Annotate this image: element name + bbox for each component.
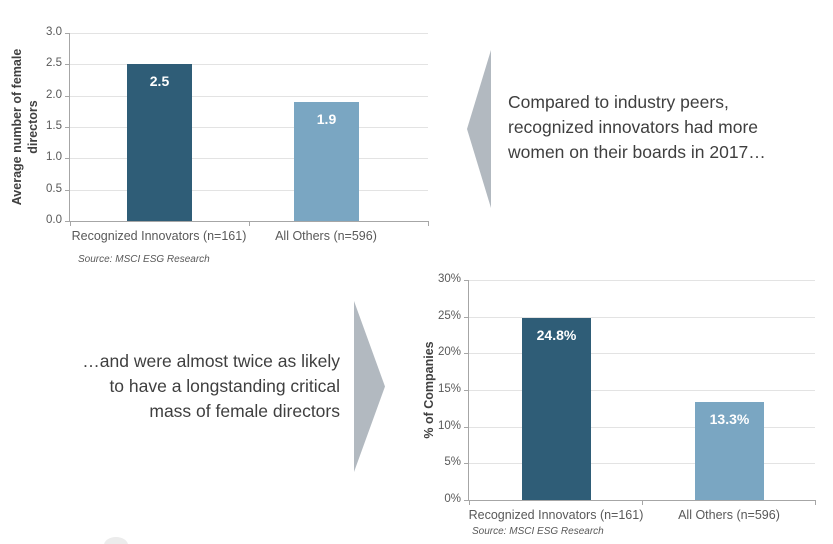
annotation-top-line2: recognized innovators had more	[508, 117, 759, 137]
y-tick-mark	[65, 221, 70, 222]
y-tick-mark	[464, 280, 469, 281]
y-tick-label: 2.0	[46, 89, 62, 101]
gridline	[469, 390, 815, 391]
bar: 13.3%	[695, 402, 764, 500]
y-tick-mark	[65, 127, 70, 128]
y-tick-mark	[464, 427, 469, 428]
y-tick-mark	[464, 353, 469, 354]
arrow-left-icon	[467, 50, 491, 208]
gridline	[70, 64, 428, 65]
y-tick-label: 2.5	[46, 57, 62, 69]
y-tick-mark	[65, 96, 70, 97]
y-tick-label: 25%	[437, 310, 461, 322]
annotation-top-line3: women on their boards in 2017…	[508, 142, 766, 162]
y-tick-mark	[464, 390, 469, 391]
chart2-plot-area: 30% 25% 20% 15% 10% 5% 0% 24.8% Recognized Innov…	[438, 273, 816, 522]
chart1-y-axis-title: Average number of female directors	[10, 48, 40, 206]
bar-value-label: 2.5	[149, 73, 170, 89]
bar: 2.5	[127, 64, 192, 221]
arrow-right-icon	[354, 301, 385, 472]
x-tick-mark	[249, 221, 250, 226]
gridline	[469, 353, 815, 354]
gridline	[469, 463, 815, 464]
annotation-top-line1: Compared to industry peers,	[508, 92, 729, 112]
bar-value-label: 24.8%	[536, 327, 577, 343]
gridline	[70, 190, 428, 191]
gridline	[70, 96, 428, 97]
x-tick-mark	[469, 500, 470, 505]
gridline	[469, 427, 815, 428]
gridline	[469, 280, 815, 281]
x-tick-mark	[642, 500, 643, 505]
y-tick-mark	[464, 317, 469, 318]
x-category-label: All Others (n=596)	[678, 508, 780, 522]
bar-value-label: 13.3%	[709, 411, 750, 427]
annotation-bottom-line2: to have a longstanding critical	[109, 376, 340, 396]
y-tick-label: 3.0	[46, 26, 62, 38]
gridline	[70, 33, 428, 34]
x-category-label: Recognized Innovators (n=161)	[468, 508, 644, 522]
y-tick-label: 20%	[437, 346, 461, 358]
x-category-label: All Others (n=596)	[275, 229, 377, 243]
annotation-bottom-line1: …and were almost twice as likely	[82, 351, 340, 371]
y-tick-mark	[65, 158, 70, 159]
gridline	[469, 317, 815, 318]
y-tick-mark	[65, 33, 70, 34]
y-tick-label: 0%	[444, 493, 461, 505]
x-tick-mark	[428, 221, 429, 226]
chart2-source-note: Source: MSCI ESG Research	[472, 526, 604, 537]
bar: 1.9	[294, 102, 359, 221]
y-tick-label: 0.5	[46, 183, 62, 195]
y-tick-label: 10%	[437, 420, 461, 432]
y-tick-mark	[464, 463, 469, 464]
annotation-bottom: …and were almost twice as likely to have…	[40, 349, 340, 424]
x-tick-mark	[70, 221, 71, 226]
bar: 24.8%	[522, 318, 591, 500]
annotation-top: Compared to industry peers, recognized i…	[508, 90, 793, 165]
y-tick-label: 30%	[437, 273, 461, 285]
y-tick-label: 0.0	[46, 214, 62, 226]
y-tick-label: 5%	[444, 456, 461, 468]
chart1-source-note: Source: MSCI ESG Research	[78, 254, 210, 265]
y-tick-mark	[65, 190, 70, 191]
chart2-y-axis-title: % of Companies	[422, 341, 436, 439]
x-tick-mark	[815, 500, 816, 505]
gridline	[70, 127, 428, 128]
x-category-label: Recognized Innovators (n=161)	[71, 229, 247, 243]
bar-value-label: 1.9	[316, 111, 337, 127]
gridline	[70, 158, 428, 159]
y-tick-label: 1.0	[46, 151, 62, 163]
y-tick-label: 15%	[437, 383, 461, 395]
annotation-bottom-line3: mass of female directors	[149, 401, 340, 421]
y-tick-label: 1.5	[46, 120, 62, 132]
chart1-plot-area: 3.0 2.5 2.0 1.5 1.0 0.5 0.0 2.5 Recognized Innov…	[46, 26, 429, 243]
y-tick-mark	[65, 64, 70, 65]
y-tick-mark	[464, 500, 469, 501]
cropped-logo-fragment	[104, 537, 128, 544]
